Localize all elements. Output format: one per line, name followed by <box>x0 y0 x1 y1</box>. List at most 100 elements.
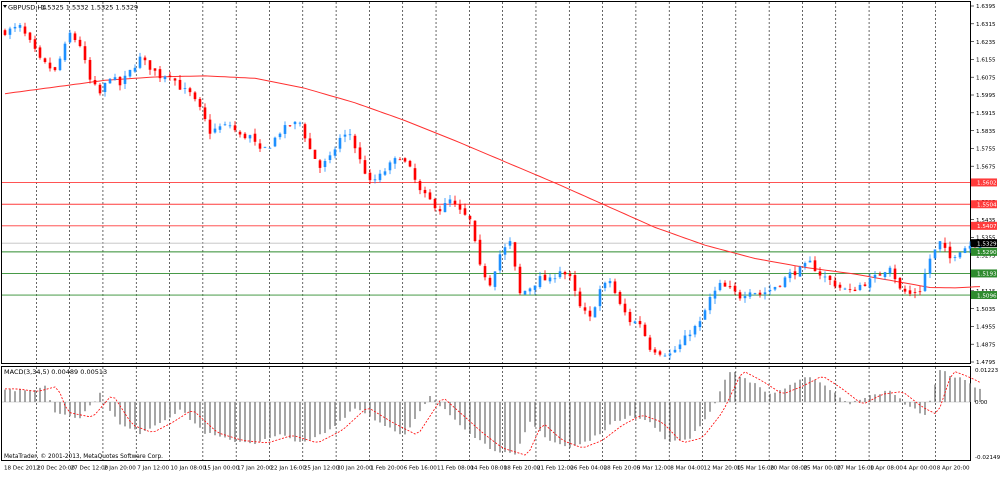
candle-body <box>448 199 452 204</box>
candle-body <box>98 84 102 94</box>
candle-body <box>388 162 392 171</box>
candle-body <box>878 274 882 276</box>
time-axis-label: 27 Mar 16:00 <box>837 466 875 472</box>
candle-body <box>328 155 332 161</box>
candle-body <box>703 310 707 320</box>
candle-body <box>503 247 507 255</box>
candle-body <box>208 119 212 134</box>
price-axis-label: 1.5835 <box>976 129 996 135</box>
candle-body <box>708 297 712 311</box>
price-level-tag <box>971 269 997 278</box>
candle-body <box>558 271 562 278</box>
time-axis-label: 12 Mar 20:00 <box>704 466 742 472</box>
copyright-text: MetaTrader, © 2001-2013, MetaQuotes Soft… <box>4 453 163 460</box>
time-axis-label: 6 Feb 16:00 <box>404 466 438 472</box>
candle-body <box>223 124 227 126</box>
candle-body <box>68 32 72 43</box>
candle-body <box>808 260 812 263</box>
symbol-header: GBPUSD,H4 <box>8 4 46 12</box>
candle-body <box>638 321 642 325</box>
candle-body <box>813 260 817 272</box>
candle-body <box>358 147 362 160</box>
candle-body <box>653 349 657 353</box>
candle-body <box>418 181 422 191</box>
time-axis-label: 7 Jan 12:00 <box>137 466 169 472</box>
candle-body <box>353 135 357 149</box>
price-level-tag <box>971 221 997 230</box>
moving-average-layer <box>4 75 981 289</box>
price-axis-label: 1.5275 <box>976 253 996 259</box>
price-axis-label: 1.6155 <box>976 58 996 64</box>
candle-body <box>378 173 382 181</box>
price-axis-label: 1.5675 <box>976 164 996 170</box>
price-axis-label: 1.6395 <box>976 4 996 10</box>
candle-body <box>118 76 122 86</box>
price-level-tag-label: 1.5602 <box>977 181 997 187</box>
candle-body <box>238 131 242 135</box>
price-level-tag-label: 1.5193 <box>977 272 997 278</box>
candle-body <box>628 311 632 323</box>
candle-body <box>198 98 202 107</box>
candle-body <box>133 67 137 72</box>
price-axis-label: 1.5755 <box>976 147 996 153</box>
main-chart-border <box>1 1 971 364</box>
candle-body <box>188 88 192 93</box>
candle-body <box>538 276 542 288</box>
time-axis-label: 25 Mar 00:00 <box>803 466 841 472</box>
candle-body <box>758 292 762 295</box>
candle-body <box>173 78 177 81</box>
macd-axis-label: -0.02149 <box>975 455 1000 461</box>
candle-body <box>788 272 792 279</box>
candle-body <box>123 75 127 84</box>
candle-body <box>138 56 142 68</box>
candle-body <box>183 87 187 89</box>
price-axis-label: 1.5435 <box>976 218 996 224</box>
moving-average-line <box>4 75 981 289</box>
candle-body <box>28 32 32 40</box>
candle-body <box>668 353 672 356</box>
candle-body <box>838 284 842 288</box>
candle-body <box>323 161 327 168</box>
candle-body <box>458 204 462 210</box>
candle-body <box>768 289 772 292</box>
price-axis-label: 1.4795 <box>976 360 996 366</box>
candle-body <box>318 160 322 168</box>
time-axis-label: 20 Mar 08:00 <box>770 466 808 472</box>
candle-body <box>918 291 922 293</box>
candle-body <box>433 198 437 209</box>
candle-body <box>718 282 722 291</box>
candle-body <box>3 30 7 35</box>
candle-body <box>828 275 832 280</box>
time-axis-label: 17 Jan 20:00 <box>237 466 273 472</box>
time-axis-label: 22 Jan 16:00 <box>270 466 306 472</box>
time-axis-label: 8 Apr 20:00 <box>937 466 970 472</box>
time-axis-label: 18 Feb 20:00 <box>504 466 541 472</box>
candle-body <box>308 138 312 150</box>
candle-body <box>893 268 897 280</box>
candle-body <box>793 271 797 276</box>
candle-body <box>523 290 527 295</box>
candle-body <box>8 28 12 35</box>
candle-body <box>648 337 652 350</box>
price-axis-label: 1.4955 <box>976 325 996 331</box>
candle-body <box>593 307 597 318</box>
candle-body <box>578 291 582 307</box>
candle-body <box>473 220 477 242</box>
collapse-arrow-icon[interactable] <box>3 5 7 8</box>
candle-body <box>178 79 182 90</box>
candle-body <box>848 289 852 290</box>
candle-body <box>218 126 222 130</box>
time-axis-label: 30 Jan 20:00 <box>337 466 373 472</box>
candle-body <box>843 288 847 290</box>
candle-body <box>38 47 42 58</box>
candle-body <box>953 257 957 258</box>
candle-body <box>518 266 522 294</box>
price-level-tag-label: 1.5096 <box>977 293 997 299</box>
candle-body <box>783 277 787 288</box>
candle-body <box>748 292 752 297</box>
candle-body <box>623 303 627 313</box>
macd-axis-label: 0.01223 <box>975 368 999 374</box>
